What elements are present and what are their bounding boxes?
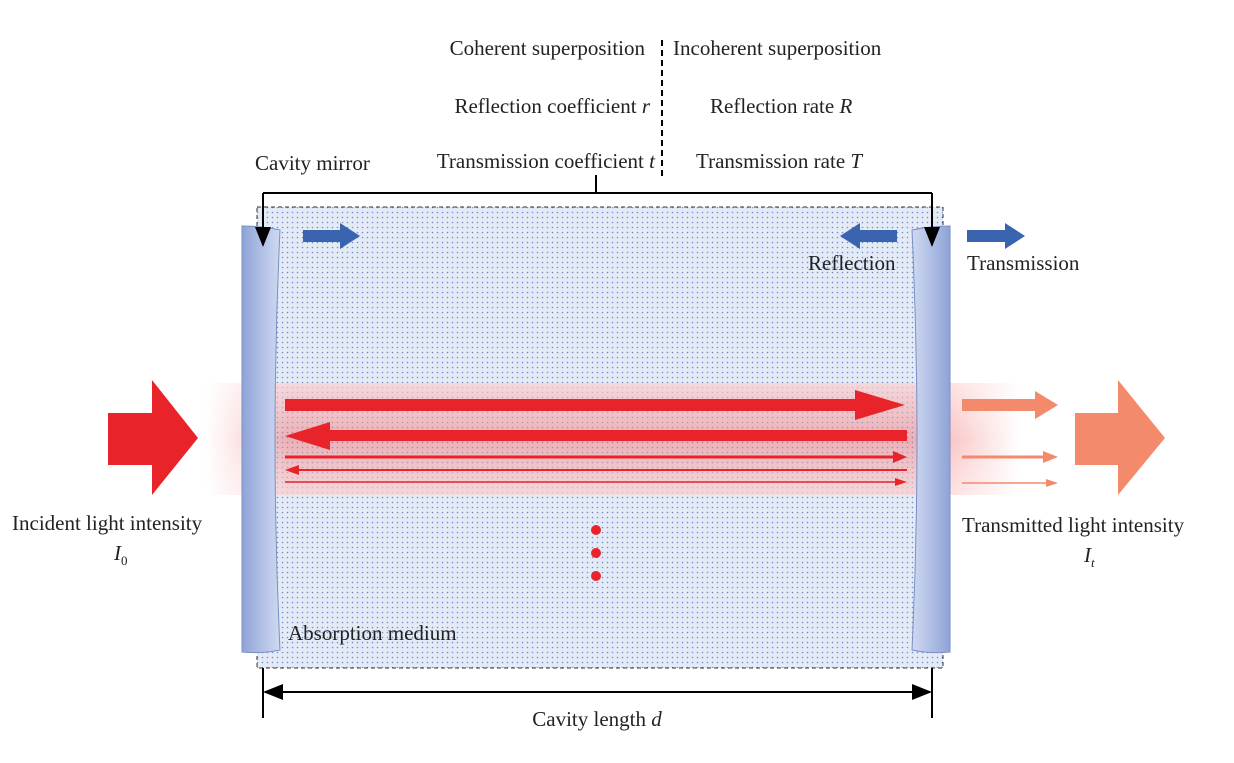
bracket — [255, 175, 940, 247]
text-part: r — [642, 94, 651, 118]
text-part: I — [1083, 543, 1092, 567]
text-part: R — [838, 94, 852, 118]
text-part: t — [649, 149, 656, 173]
incident-arrow — [108, 380, 198, 495]
medium-border — [256, 206, 944, 669]
medium-label: Absorption medium — [288, 621, 457, 645]
term: Transmission coefficient t — [437, 149, 656, 173]
coherent-header: Coherent superposition — [450, 36, 646, 60]
transmission-label: Transmission — [967, 251, 1080, 275]
cavity-mirror-label: Cavity mirror — [255, 151, 370, 175]
text-part: I — [113, 541, 122, 565]
transmitted-symbol: It — [1083, 543, 1095, 570]
text-part: Reflection rate — [710, 94, 834, 118]
inner-beams — [285, 390, 907, 486]
cavity-length-label: Cavity length d — [532, 707, 662, 731]
text-part: d — [651, 707, 662, 731]
length-dimension — [262, 668, 933, 718]
text-part: t — [1091, 555, 1095, 570]
incident-symbol: I0 — [113, 541, 128, 568]
transmitted-arrow — [1075, 380, 1165, 495]
incident-label: Incident light intensity — [12, 511, 203, 535]
term: Reflection rate R — [710, 94, 852, 118]
left-mirror — [241, 225, 281, 654]
right-mirror — [911, 225, 951, 654]
text-part: Transmission coefficient — [437, 149, 644, 173]
blue-arrows — [303, 223, 1025, 249]
text-part: Cavity length — [532, 707, 646, 731]
term: Reflection coefficient r — [454, 94, 650, 118]
text-part: Transmission rate — [696, 149, 845, 173]
ellipsis — [591, 525, 601, 581]
term: Transmission rate T — [696, 149, 863, 173]
incoherent-header: Incoherent superposition — [673, 36, 882, 60]
text-part: Reflection coefficient — [454, 94, 636, 118]
text-part: T — [850, 149, 863, 173]
out-beams — [962, 391, 1058, 487]
reflection-label: Reflection — [808, 251, 896, 275]
text-part: 0 — [121, 553, 128, 568]
transmitted-label: Transmitted light intensity — [962, 513, 1185, 537]
